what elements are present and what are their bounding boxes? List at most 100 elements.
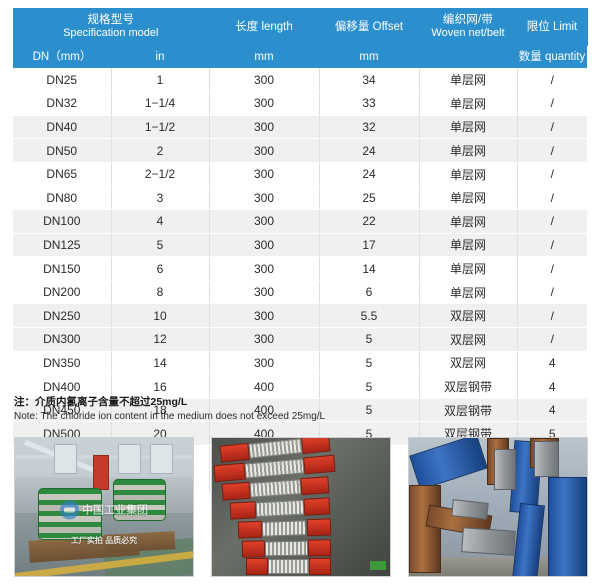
cell-limit: / — [517, 280, 588, 305]
table-row: DN250 10 300 5.5 双层网 / — [13, 303, 588, 329]
cell-net: 单层网 — [419, 91, 518, 116]
cell-in: 10 — [111, 303, 210, 329]
specification-table: 规格型号 Specification model 长度 length 偏移量 O… — [13, 8, 588, 494]
cell-length: 300 — [209, 115, 320, 140]
cell-dn: DN450 — [13, 398, 112, 423]
table-row: DN40 1−1/2 300 32 单层网 / — [13, 115, 588, 140]
table-row: DN200 8 300 6 单层网 / — [13, 280, 588, 305]
header-length-en: length — [261, 20, 293, 33]
cell-offset: 33 — [319, 91, 420, 116]
red-pipe-bellows-unit — [237, 518, 331, 539]
cell-length: 300 — [209, 209, 320, 234]
cell-dn: DN32 — [13, 91, 112, 116]
header-offset-en: Offset — [372, 20, 404, 33]
red-flange-right — [307, 539, 332, 557]
red-flange-right — [302, 454, 336, 475]
cell-in: 1−1/4 — [111, 91, 210, 116]
table-row: DN450 18 400 5 双层钢带 4 — [13, 398, 588, 423]
cell-length: 300 — [209, 327, 320, 352]
red-flange-right — [300, 438, 331, 455]
blue-pipe-right — [547, 476, 587, 576]
table-row: DN300 12 300 5 双层网 / — [13, 327, 588, 352]
red-pipe-bellows-unit — [241, 539, 332, 558]
cell-offset: 5 — [319, 351, 420, 376]
header-woven-net-belt-en: Woven net/belt — [431, 27, 505, 39]
cell-dn: DN250 — [13, 303, 112, 329]
cell-in: 4 — [111, 209, 210, 234]
cell-in: 2−1/2 — [111, 162, 210, 187]
cell-limit: / — [517, 91, 588, 116]
watermark-text: 中国工业集团 — [82, 504, 148, 517]
red-flange-left — [221, 481, 251, 501]
cell-net: 单层网 — [419, 138, 518, 163]
red-flange-left — [213, 462, 247, 483]
cell-in: 5 — [111, 233, 210, 258]
header-offset: 偏移量 Offset — [319, 8, 420, 46]
red-flange-right — [300, 476, 330, 496]
table-row: DN125 5 300 17 单层网 / — [13, 233, 588, 258]
watermark-subtext: 工厂实拍 品质必究 — [70, 535, 138, 545]
note-english: Note: The chloride ion content in the me… — [14, 411, 326, 422]
metal-bellows — [255, 499, 305, 518]
cell-dn: DN25 — [13, 68, 112, 93]
cell-length: 300 — [209, 303, 320, 329]
cell-offset: 34 — [319, 68, 420, 93]
cell-limit: / — [517, 138, 588, 163]
table-body: DN25 1 300 34 单层网 / DN32 1−1/4 300 33 单层网 / DN40 1−1/… — [13, 68, 588, 494]
cell-limit: / — [517, 115, 588, 140]
cell-dn: DN65 — [13, 162, 112, 187]
note-chinese: 注：介质内氯离子含量不超过25mg/L — [14, 396, 188, 408]
cell-net: 单层网 — [419, 256, 518, 281]
photo-red-pipe-bellows — [211, 437, 391, 577]
header-limit-cn: 限位 — [526, 20, 550, 33]
cell-offset: 5 — [319, 327, 420, 352]
metal-bellows — [249, 479, 302, 498]
metal-bellows — [261, 520, 307, 537]
cell-dn: DN350 — [13, 351, 112, 376]
note-block: 注：介质内氯离子含量不超过25mg/L Note: The chloride i… — [14, 395, 484, 424]
cell-limit: / — [517, 327, 588, 352]
cell-limit: / — [517, 233, 588, 258]
cell-limit: 4 — [517, 398, 588, 423]
table-header: 规格型号 Specification model 长度 length 偏移量 O… — [13, 8, 588, 68]
red-flange-right — [309, 558, 332, 575]
cell-limit: / — [517, 256, 588, 281]
cell-net: 双层网 — [419, 351, 518, 376]
factory-window-left — [54, 443, 78, 474]
cell-net: 单层网 — [419, 185, 518, 211]
cell-dn: DN125 — [13, 233, 112, 258]
header-length-cn: 长度 — [235, 20, 259, 33]
green-tag-label — [370, 561, 386, 570]
cell-in: 16 — [111, 374, 210, 399]
cell-offset: 24 — [319, 162, 420, 187]
cell-in: 18 — [111, 398, 210, 423]
red-pipe-bellows-unit — [246, 558, 332, 575]
cell-offset: 5 — [319, 374, 420, 399]
cell-offset: 24 — [319, 138, 420, 163]
cell-dn: DN200 — [13, 280, 112, 305]
cell-offset: 5 — [319, 398, 420, 423]
watermark: 中国工业集团 — [60, 500, 148, 520]
cell-net: 双层网 — [419, 327, 518, 352]
cell-net: 单层网 — [419, 68, 518, 93]
cell-in: 12 — [111, 327, 210, 352]
table-row: DN32 1−1/4 300 33 单层网 / — [13, 91, 588, 116]
cell-limit: / — [517, 303, 588, 329]
cell-dn: DN100 — [13, 209, 112, 234]
header-unit-net-blank — [419, 46, 518, 68]
cell-in: 8 — [111, 280, 210, 305]
photo-blue-valves-pipes — [408, 437, 588, 577]
table-row: DN65 2−1/2 300 24 单层网 / — [13, 162, 588, 187]
cell-length: 300 — [209, 280, 320, 305]
cell-net: 单层网 — [419, 233, 518, 258]
header-unit-length-mm: mm — [209, 46, 320, 68]
steel-expansion-joint-lower — [461, 527, 517, 556]
table-row: DN50 2 300 24 单层网 / — [13, 138, 588, 163]
cell-limit: / — [517, 209, 588, 234]
photo3-ground — [409, 556, 587, 576]
cell-offset: 5.5 — [319, 303, 420, 329]
cell-offset: 22 — [319, 209, 420, 234]
header-offset-cn: 偏移量 — [334, 20, 370, 33]
red-flange-left — [219, 442, 250, 463]
cell-offset: 17 — [319, 233, 420, 258]
